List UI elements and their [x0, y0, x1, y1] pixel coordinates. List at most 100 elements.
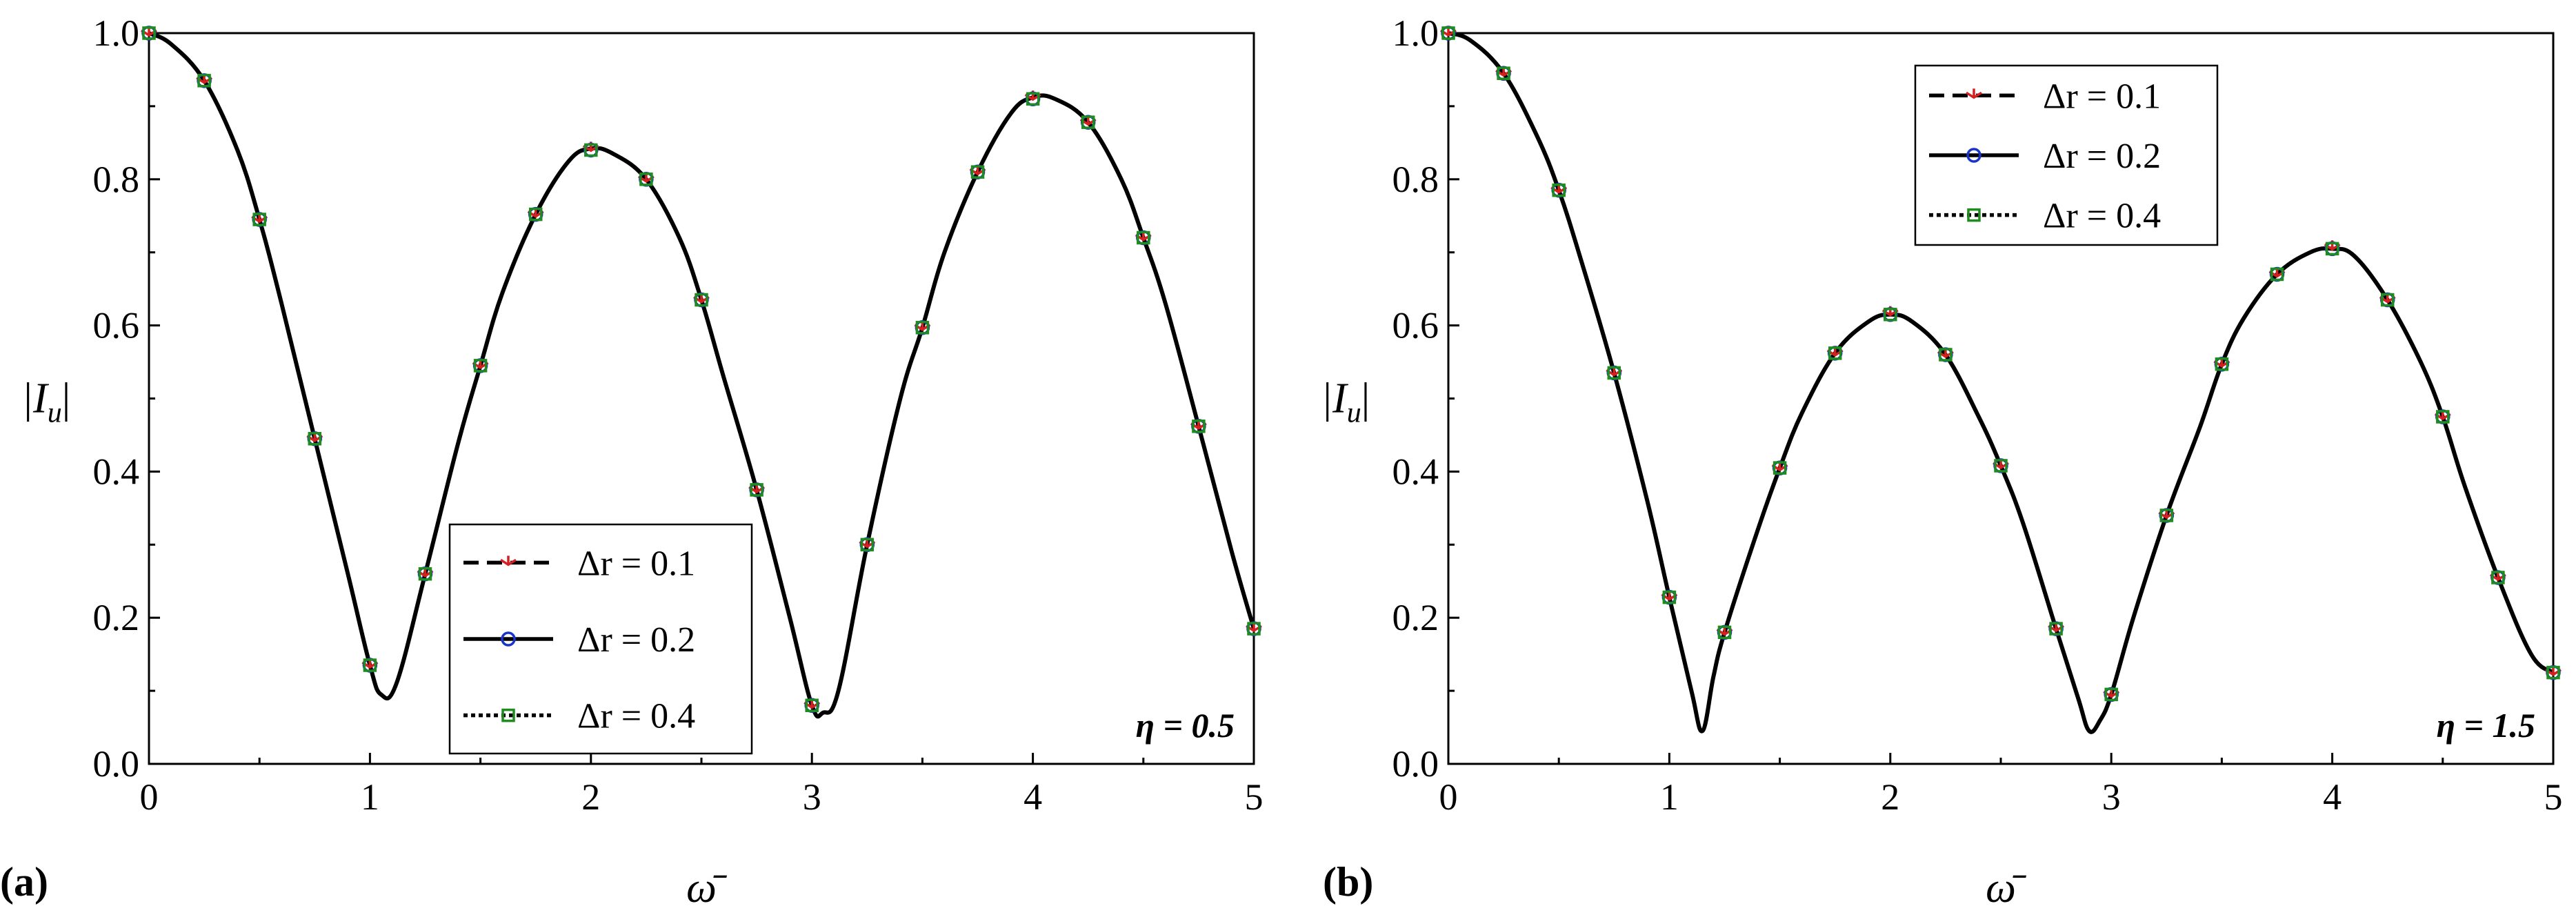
data-point	[860, 538, 875, 552]
data-point	[915, 321, 930, 335]
data-point	[1773, 461, 1787, 475]
y-tick-label: 0.0	[1392, 743, 1439, 785]
data-point	[252, 213, 266, 226]
data-point	[308, 431, 322, 446]
x-tick-label: 3	[803, 776, 821, 818]
data-point	[418, 567, 432, 581]
data-point	[473, 359, 488, 373]
data-point	[528, 207, 543, 222]
legend-marker	[501, 708, 515, 722]
panel-b: 0 1 2 3 4 50.00.20.40.60.81.0ω̄|Iu|Δr = 0.1Δr…	[1321, 12, 2563, 912]
data-point	[805, 698, 819, 713]
series-line	[149, 31, 1254, 719]
eta-annotation: η = 1.5	[2437, 706, 2535, 745]
data-point	[1441, 26, 1455, 40]
data-point	[1717, 625, 1732, 640]
data-point	[2049, 622, 2063, 636]
x-tick-label: 4	[2323, 776, 2342, 818]
data-point	[639, 173, 653, 186]
series-line	[1448, 31, 2553, 734]
data-point	[1662, 590, 1677, 604]
legend-label: Δr = 0.1	[577, 544, 695, 583]
y-tick-label: 0.0	[93, 743, 140, 785]
data-point	[1994, 459, 2008, 473]
data-point	[2491, 571, 2505, 584]
y-tick-label: 0.8	[93, 159, 140, 200]
data-point	[750, 483, 763, 497]
y-axis-title-end: |	[1361, 375, 1370, 422]
series-2-markers	[1441, 26, 2560, 702]
data-point	[1607, 366, 1621, 380]
y-tick-label: 1.0	[1392, 12, 1439, 54]
panel-label: (b)	[1323, 859, 1373, 905]
data-point	[197, 74, 211, 88]
data-point	[142, 26, 156, 40]
data-point	[1497, 66, 1510, 80]
data-point	[1247, 622, 1261, 636]
data-point	[1552, 183, 1566, 197]
x-axis-title: ω̄	[686, 865, 728, 912]
data-point	[1884, 307, 1897, 322]
legend-label: Δr = 0.2	[2043, 137, 2161, 176]
x-tick-label: 0	[1439, 776, 1458, 818]
x-tick-label: 0	[140, 776, 159, 818]
series-2-markers	[142, 26, 1261, 713]
y-axis-title-main: |I	[21, 375, 50, 422]
data-point	[1137, 230, 1150, 245]
legend-label: Δr = 0.4	[577, 697, 695, 736]
y-tick-label: 0.6	[1392, 305, 1439, 346]
y-tick-label: 0.2	[1392, 597, 1439, 638]
x-axis-title: ω̄	[1986, 865, 2027, 912]
x-tick-label: 2	[581, 776, 600, 818]
panel-a: 0 1 2 3 4 50.00.20.40.60.81.0ω̄|Iu|Δr = 0.1Δr…	[0, 12, 1264, 912]
legend-label: Δr = 0.4	[2043, 197, 2161, 236]
data-point	[695, 293, 708, 307]
legend-marker	[501, 631, 516, 647]
data-point	[2380, 293, 2395, 307]
x-tick-label: 2	[1881, 776, 1899, 818]
x-tick-label: 1	[361, 776, 379, 818]
data-point	[1939, 348, 1953, 362]
data-point	[970, 165, 985, 179]
panel-label: (a)	[0, 859, 48, 905]
x-tick-label: 3	[2102, 776, 2121, 818]
legend-marker	[1967, 208, 1981, 222]
y-tick-label: 0.4	[1392, 451, 1439, 492]
data-point	[2104, 687, 2118, 702]
y-axis-title-main: |I	[1321, 375, 1349, 422]
data-point	[584, 143, 598, 157]
x-tick-label: 5	[1245, 776, 1264, 818]
data-point	[1828, 346, 1842, 360]
legend-marker	[1966, 88, 1982, 99]
y-tick-label: 0.2	[93, 597, 140, 638]
x-tick-label: 4	[1024, 776, 1042, 818]
legend: Δr = 0.1 Δr = 0.2 Δr = 0.4	[448, 523, 753, 755]
legend-label: Δr = 0.1	[2043, 77, 2161, 116]
legend: Δr = 0.1 Δr = 0.2 Δr = 0.4	[1914, 64, 2219, 246]
data-point	[1192, 419, 1206, 433]
data-point	[2159, 509, 2174, 522]
data-point	[363, 658, 377, 672]
data-point	[2546, 665, 2560, 680]
data-point	[1081, 115, 1095, 129]
legend-marker	[1966, 148, 1981, 163]
y-axis-title: |Iu|	[21, 375, 70, 429]
y-axis-title-sub: u	[48, 397, 62, 429]
y-tick-label: 0.6	[93, 305, 140, 346]
y-axis-title-end: |	[62, 375, 70, 422]
data-point	[2325, 242, 2339, 256]
y-axis-title: |Iu|	[1321, 375, 1370, 429]
eta-annotation: η = 0.5	[1136, 706, 1235, 745]
legend-marker	[500, 555, 517, 567]
x-tick-label: 5	[2544, 776, 2563, 818]
y-axis-title-sub: u	[1347, 397, 1361, 429]
legend-label: Δr = 0.2	[577, 620, 695, 660]
data-point	[2436, 410, 2450, 424]
x-tick-label: 1	[1660, 776, 1679, 818]
data-point	[1026, 92, 1040, 106]
data-point	[2215, 357, 2229, 371]
y-tick-label: 0.4	[93, 451, 140, 492]
y-tick-label: 1.0	[93, 12, 140, 54]
y-tick-label: 0.8	[1392, 159, 1439, 200]
